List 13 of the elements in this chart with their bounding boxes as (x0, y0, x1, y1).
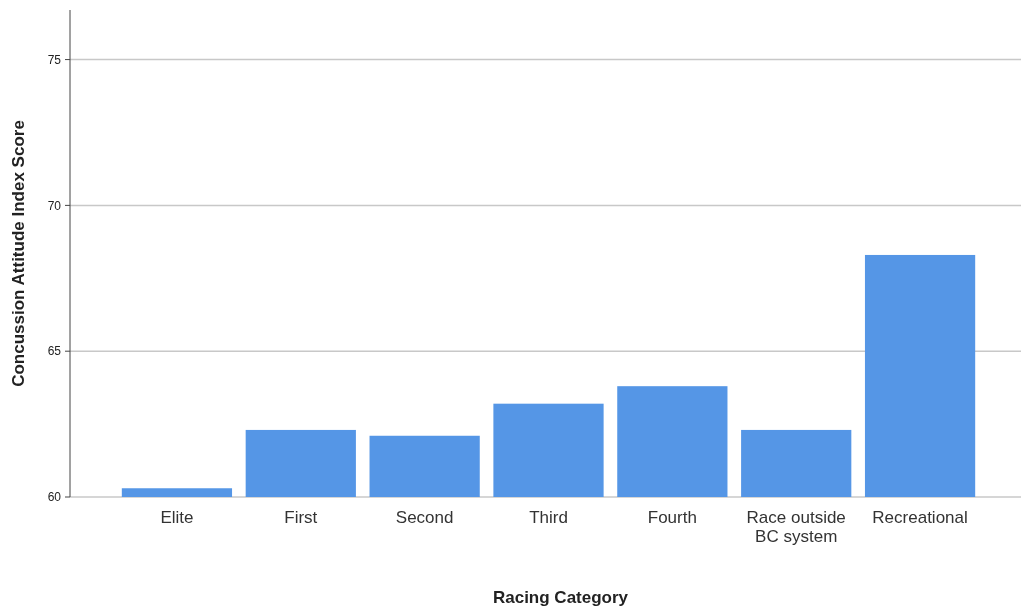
x-tick-label: Recreational (872, 508, 968, 527)
x-axis-title: Racing Category (492, 588, 629, 607)
x-tick-label: Race outside BC system (746, 508, 846, 546)
x-tick-label: Elite (160, 508, 194, 527)
y-tick-label: 65 (47, 344, 62, 359)
x-tick-label: Third (529, 508, 568, 527)
x-tick-label: Second (395, 508, 454, 527)
y-axis-title: Concussion Attitude Index Score (9, 120, 28, 387)
y-tick-label: 60 (47, 490, 62, 505)
y-tick-label: 70 (47, 198, 62, 213)
x-tick-label: First (284, 508, 318, 527)
y-tick-label: 75 (47, 52, 62, 67)
x-tick-label: Fourth (647, 508, 697, 527)
